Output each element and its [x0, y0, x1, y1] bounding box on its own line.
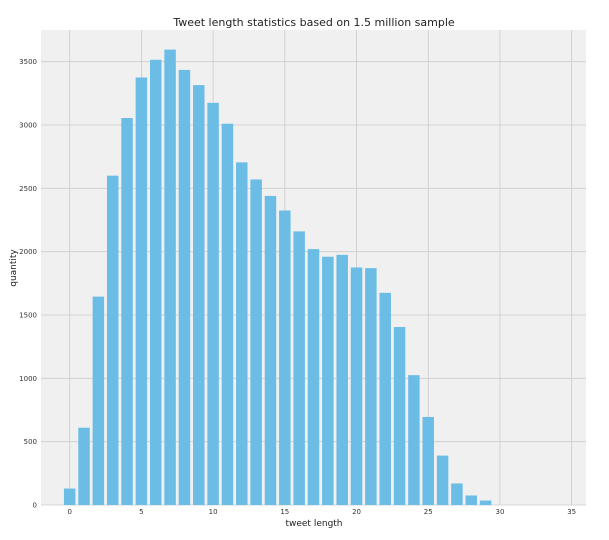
bar	[207, 102, 219, 505]
bar	[135, 77, 148, 505]
y-tick-label: 2000	[19, 248, 37, 256]
bar	[250, 179, 262, 505]
y-tick-label: 1000	[19, 375, 37, 383]
chart-title: Tweet length statistics based on 1.5 mil…	[172, 16, 455, 29]
bar	[63, 488, 76, 505]
x-tick-label: 5	[139, 508, 143, 516]
x-tick-label: 10	[209, 508, 218, 516]
x-tick-label: 15	[280, 508, 289, 516]
y-tick-label: 3000	[19, 122, 37, 130]
x-tick-label: 20	[352, 508, 361, 516]
bar	[106, 175, 119, 505]
bar	[164, 49, 176, 506]
bar	[436, 455, 449, 505]
bar	[479, 500, 492, 505]
bar	[293, 231, 305, 505]
y-tick-label: 3500	[19, 58, 37, 66]
bar	[121, 118, 133, 506]
bar	[307, 249, 320, 505]
bar	[379, 292, 391, 505]
bar	[78, 427, 90, 505]
x-tick-label: 25	[424, 508, 433, 516]
bar	[465, 495, 477, 505]
y-tick-label: 500	[24, 438, 37, 446]
bar	[193, 85, 205, 505]
x-axis-label: tweet length	[285, 519, 342, 529]
bar	[279, 210, 291, 505]
bar	[150, 59, 162, 506]
y-tick-label: 2500	[19, 185, 37, 193]
y-tick-label: 0	[33, 502, 37, 510]
bar	[422, 416, 434, 505]
bar	[451, 483, 463, 505]
bar	[336, 254, 348, 505]
bar	[92, 296, 105, 505]
x-tick-label: 0	[67, 508, 71, 516]
bar	[408, 375, 420, 505]
bar	[322, 256, 334, 505]
x-tick-label: 35	[567, 508, 576, 516]
bar	[350, 267, 363, 505]
x-tick-label: 30	[495, 508, 504, 516]
y-axis-label: quantity	[9, 249, 19, 287]
bar	[178, 69, 191, 506]
bar	[221, 123, 234, 505]
bar	[393, 327, 406, 505]
bar	[236, 162, 248, 505]
y-tick-label: 1500	[19, 312, 37, 320]
plot-area: 0 5 10 15 20 25 30 35 0 500 1000 1500 2000 2500 3000 35…	[19, 30, 586, 516]
bar	[365, 268, 377, 505]
bar	[264, 195, 277, 505]
